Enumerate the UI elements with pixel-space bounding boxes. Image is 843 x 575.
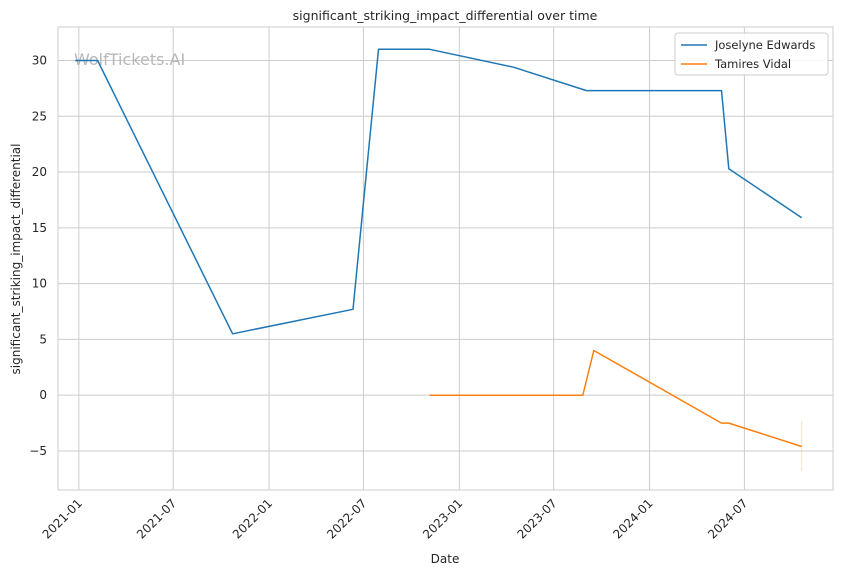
plot-area-frame [57,26,834,491]
series-line-tamires-vidal [429,349,802,448]
grid-lines [58,27,833,490]
legend-label-tamires-vidal: Tamires Vidal [714,57,791,71]
legend-box [674,32,829,76]
watermark: WolfTickets.AI [74,50,185,69]
y-tick-label: 30 [32,53,47,67]
x-axis-title: Date [431,552,460,566]
legend: Joselyne Edwards Tamires Vidal [674,32,829,76]
legend-label-joselyne-edwards: Joselyne Edwards [714,38,815,52]
chart-title: significant_striking_impact_differential… [293,8,598,23]
y-tick-label: −5 [29,444,47,458]
y-tick-label: 10 [32,277,47,291]
y-axis-ticks: −5 0 5 10 15 20 25 30 [29,53,47,457]
y-tick-label: 25 [32,109,47,123]
y-tick-label: 15 [32,221,47,235]
y-tick-label: 5 [39,332,47,346]
series-line-joselyne-edwards [75,48,803,335]
y-tick-label: 0 [39,388,47,402]
series-lines [75,48,803,448]
y-axis-title: significant_striking_impact_differential [9,144,23,375]
y-tick-label: 20 [32,165,47,179]
